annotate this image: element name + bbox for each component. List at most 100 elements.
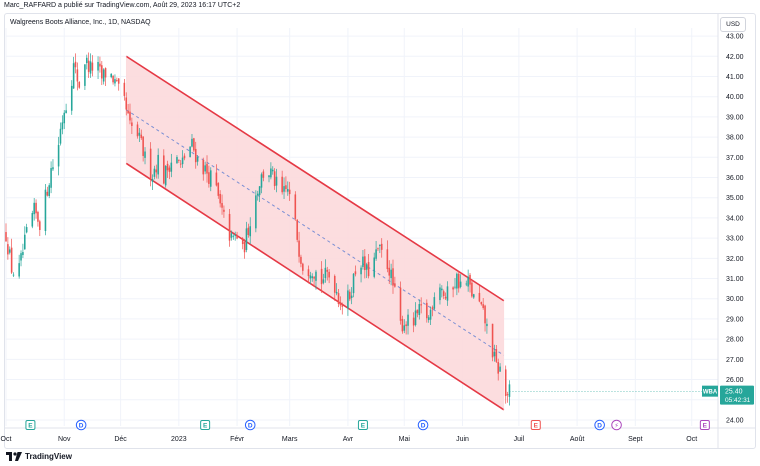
time-tick-label: Juin <box>456 436 469 443</box>
candle-body <box>380 243 383 250</box>
candle-body <box>84 64 86 86</box>
candle-body <box>104 68 107 78</box>
event-marker-letter: ⚡ <box>614 422 619 429</box>
candle-body <box>163 155 165 184</box>
symbol-legend[interactable]: Walgreens Boots Alliance, Inc., 1D, NASD… <box>10 19 151 26</box>
candle-body <box>328 271 330 278</box>
candle-body <box>136 124 139 137</box>
footer-brand: TradingView <box>25 452 72 461</box>
event-marker-earnings[interactable]: E <box>357 420 368 430</box>
candle-body <box>335 291 338 294</box>
price-tick-label: 32.00 <box>726 256 744 263</box>
publisher-caption: Marc_RAFFARD a publié sur TradingView.co… <box>4 2 241 9</box>
candle-body <box>78 81 81 88</box>
time-tick-label: Févr <box>230 436 245 443</box>
price-tick-label: 36.00 <box>726 175 744 182</box>
event-marker-circle <box>611 419 622 431</box>
candle-body <box>484 305 486 324</box>
candle-body <box>392 268 394 286</box>
time-tick-label: 2023 <box>171 436 187 443</box>
candle-body <box>377 248 379 250</box>
candle-body <box>189 146 191 158</box>
time-tick-label: Mars <box>282 436 298 443</box>
candle-body <box>221 203 223 208</box>
event-marker-earnings-upcoming[interactable]: E <box>699 420 710 430</box>
candle-body <box>491 323 494 358</box>
footer[interactable]: TradingView <box>6 452 72 461</box>
candle-body <box>407 314 409 326</box>
time-tick-label: Nov <box>58 436 71 443</box>
event-marker-split[interactable]: ⚡ <box>611 419 622 431</box>
event-marker-circle <box>594 419 605 431</box>
price-tick-label: 27.00 <box>726 357 744 364</box>
candle-body <box>85 57 88 64</box>
candle-body <box>61 122 64 130</box>
time-tick-label: Août <box>570 436 584 443</box>
candle-body <box>320 268 323 285</box>
event-marker-earnings[interactable]: E <box>25 420 36 430</box>
candle-body <box>241 238 244 245</box>
event-marker-letter: D <box>597 422 602 429</box>
event-marker-dividend[interactable]: D <box>594 419 605 431</box>
candle-body <box>31 213 34 227</box>
price-tick-label: 30.00 <box>726 296 744 303</box>
candle-body <box>236 235 238 239</box>
event-marker-dividend[interactable]: D <box>244 419 256 431</box>
candle-body <box>420 304 422 306</box>
regression-channel[interactable] <box>125 55 505 411</box>
candle-body <box>33 202 35 215</box>
candle-body <box>444 296 447 299</box>
candle-body <box>365 264 368 270</box>
candle-body <box>294 194 297 219</box>
candle-body <box>348 291 351 300</box>
last-price-value: 25.40 <box>725 389 743 396</box>
candle-body <box>271 169 274 172</box>
candle-body <box>228 213 231 241</box>
candle-body <box>153 168 156 177</box>
event-marker-box <box>200 420 211 430</box>
candle-body <box>258 186 261 196</box>
candle-body <box>337 293 340 304</box>
candle-body <box>465 283 468 285</box>
event-marker-dividend[interactable]: D <box>75 419 87 431</box>
candle-body <box>166 163 169 171</box>
candle-body <box>18 263 20 277</box>
candle-body <box>176 157 178 164</box>
price-tick-label: 31.00 <box>726 276 744 283</box>
candle-body <box>70 85 73 111</box>
candle-body <box>386 249 389 270</box>
candle-body <box>50 168 52 188</box>
channel-upper-line[interactable] <box>125 55 505 302</box>
candle-body <box>155 169 158 173</box>
event-marker-dividend[interactable]: D <box>417 419 429 431</box>
candle-body <box>315 271 317 281</box>
candle-body <box>313 276 315 279</box>
time-axis[interactable]: Oct Nov Déc 2023 Févr Mars Avr Mai Juin Juil Août S… <box>1 436 698 443</box>
candle-body <box>390 269 392 279</box>
candle-body <box>7 244 9 255</box>
price-tick-label: 41.00 <box>726 74 744 81</box>
tradingview-logo-icon <box>6 452 22 461</box>
candle-body <box>72 63 75 89</box>
candle-body <box>206 163 208 174</box>
currency-button[interactable]: USD <box>720 17 746 32</box>
candle-body <box>217 182 220 196</box>
candle-body <box>426 302 428 319</box>
candle-body <box>178 159 180 161</box>
candle-body <box>499 366 501 372</box>
candle-body <box>23 234 26 250</box>
channel-lower-line[interactable] <box>125 162 505 411</box>
event-marker-earnings[interactable]: E <box>200 420 211 430</box>
candle-body <box>256 193 259 196</box>
candle-body <box>48 185 50 197</box>
candle-body <box>324 267 327 279</box>
candle-body <box>170 162 173 172</box>
candle-body <box>22 252 24 256</box>
event-marker-letter: E <box>703 422 708 429</box>
candle-body <box>341 305 344 307</box>
candle-body <box>12 274 15 276</box>
candle-body <box>497 362 499 374</box>
event-marker-earnings-negative[interactable]: E <box>530 420 541 430</box>
